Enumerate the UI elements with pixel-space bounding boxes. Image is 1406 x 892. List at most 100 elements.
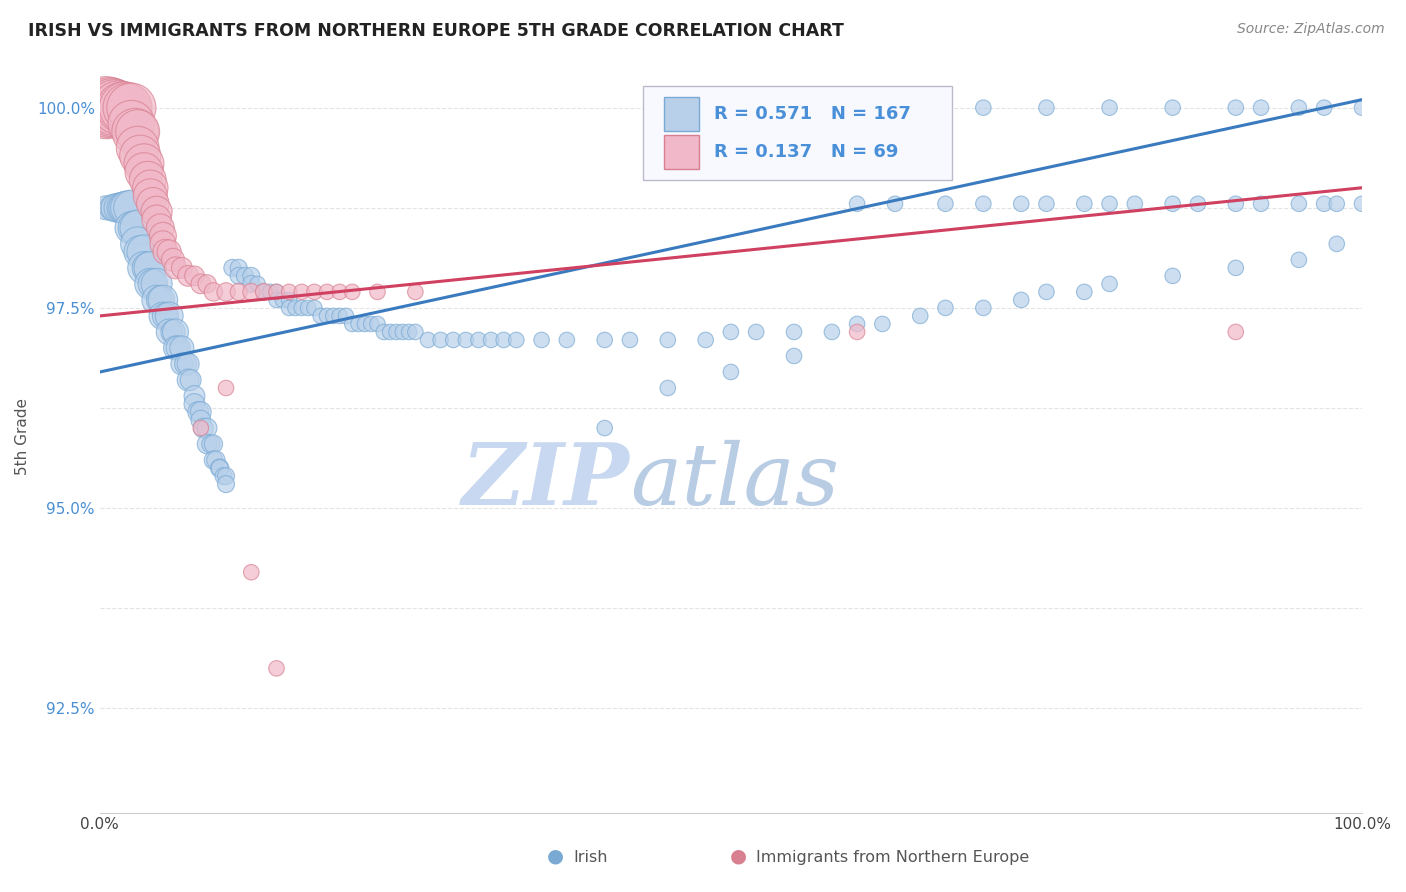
Point [309, 309, 332, 323]
Text: ●: ● [547, 847, 564, 865]
Point [1326, 196, 1348, 211]
Point [152, 236, 174, 251]
Point [278, 285, 301, 299]
Point [1225, 325, 1247, 339]
Point [221, 260, 243, 275]
Point [253, 285, 276, 299]
Point [145, 212, 167, 227]
Point [1351, 101, 1374, 115]
Point [101, 101, 124, 115]
Point [1010, 196, 1032, 211]
Point [1288, 101, 1310, 115]
Point [152, 309, 174, 323]
Point [139, 180, 162, 194]
Point [1035, 285, 1057, 299]
Point [619, 333, 641, 347]
Point [720, 325, 742, 339]
Point [266, 661, 288, 675]
Point [657, 381, 679, 395]
Point [190, 277, 212, 291]
Point [228, 260, 250, 275]
Point [934, 301, 956, 315]
Point [1035, 196, 1057, 211]
Point [1187, 196, 1209, 211]
Point [505, 333, 527, 347]
Point [170, 260, 193, 275]
Point [124, 220, 146, 235]
Point [212, 469, 235, 483]
Point [1288, 252, 1310, 267]
Point [152, 228, 174, 243]
Point [157, 244, 180, 259]
Point [266, 293, 288, 307]
Point [1225, 196, 1247, 211]
Point [1225, 260, 1247, 275]
Point [1098, 101, 1121, 115]
Point [378, 325, 401, 339]
Point [195, 421, 218, 435]
Point [155, 309, 177, 323]
Point [193, 421, 215, 435]
Point [129, 149, 152, 163]
Text: ZIP: ZIP [463, 440, 630, 523]
Point [291, 285, 314, 299]
Point [136, 173, 159, 187]
Point [107, 101, 129, 115]
Point [187, 405, 209, 419]
Point [884, 196, 907, 211]
Point [745, 325, 768, 339]
Point [934, 196, 956, 211]
Point [1313, 196, 1336, 211]
Point [1073, 285, 1095, 299]
Point [142, 196, 165, 211]
Point [266, 285, 288, 299]
Point [190, 405, 212, 419]
Point [783, 325, 806, 339]
Point [278, 293, 301, 307]
Point [342, 317, 364, 331]
Point [120, 201, 142, 215]
Point [183, 389, 205, 403]
Point [342, 285, 364, 299]
Point [120, 117, 142, 131]
Point [190, 413, 212, 427]
Point [322, 309, 344, 323]
Text: IRISH VS IMMIGRANTS FROM NORTHERN EUROPE 5TH GRADE CORRELATION CHART: IRISH VS IMMIGRANTS FROM NORTHERN EUROPE… [28, 22, 844, 40]
Point [1035, 101, 1057, 115]
Point [335, 309, 357, 323]
Point [492, 333, 515, 347]
Point [149, 220, 172, 235]
Point [98, 101, 121, 115]
Point [404, 285, 426, 299]
Point [111, 101, 134, 115]
Point [1326, 236, 1348, 251]
Point [157, 325, 180, 339]
Point [165, 260, 187, 275]
Point [174, 357, 197, 371]
Point [127, 141, 149, 155]
Text: ●: ● [730, 847, 747, 865]
Point [139, 188, 162, 202]
Text: Source: ZipAtlas.com: Source: ZipAtlas.com [1237, 22, 1385, 37]
Point [120, 220, 142, 235]
Point [329, 309, 352, 323]
Point [1161, 196, 1184, 211]
Point [253, 285, 276, 299]
Point [278, 301, 301, 315]
Point [200, 437, 222, 451]
Point [195, 437, 218, 451]
Point [1123, 196, 1146, 211]
Point [373, 325, 395, 339]
Point [139, 277, 162, 291]
Point [124, 125, 146, 139]
Point [555, 333, 578, 347]
Point [972, 196, 994, 211]
Point [1161, 268, 1184, 283]
Point [304, 285, 326, 299]
Point [170, 357, 193, 371]
Point [1098, 277, 1121, 291]
Point [215, 381, 238, 395]
Point [120, 101, 142, 115]
Point [366, 285, 388, 299]
Point [846, 196, 869, 211]
